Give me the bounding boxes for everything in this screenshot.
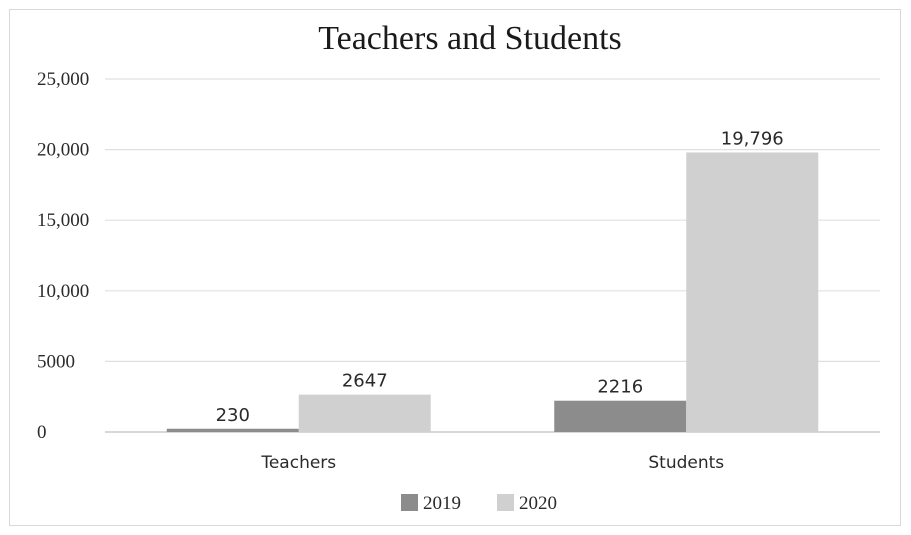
data-label: 2647 [342, 371, 388, 392]
x-tick-label: Students [648, 453, 724, 473]
legend-label: 2019 [423, 493, 461, 514]
y-tick-label: 10,000 [37, 281, 89, 302]
data-label: 2216 [597, 377, 643, 398]
y-tick-label: 25,000 [37, 69, 89, 90]
x-axis-ticks: Teachers Students [260, 453, 724, 473]
y-tick-label: 20,000 [37, 140, 89, 161]
bar-students-2019 [554, 400, 687, 432]
legend-label: 2020 [519, 493, 557, 514]
legend-swatch [497, 494, 514, 511]
data-labels: 230 2647 2216 19,796 [216, 128, 784, 425]
bars [166, 152, 819, 433]
x-tick-label: Teachers [260, 453, 336, 473]
chart-title: Teachers and Students [318, 20, 622, 57]
bar-teachers-2020 [298, 394, 431, 432]
bar-students-2020 [686, 152, 819, 433]
y-tick-label: 5000 [37, 351, 75, 372]
legend: 2019 2020 [401, 493, 557, 514]
y-tick-label: 15,000 [37, 210, 89, 231]
bar-teachers-2019 [166, 428, 299, 432]
data-label: 230 [216, 405, 250, 426]
y-axis-ticks: 0 5000 10,000 15,000 20,000 25,000 [37, 69, 89, 443]
legend-swatch [401, 494, 418, 511]
y-tick-label: 0 [37, 422, 47, 443]
data-label: 19,796 [721, 128, 784, 149]
